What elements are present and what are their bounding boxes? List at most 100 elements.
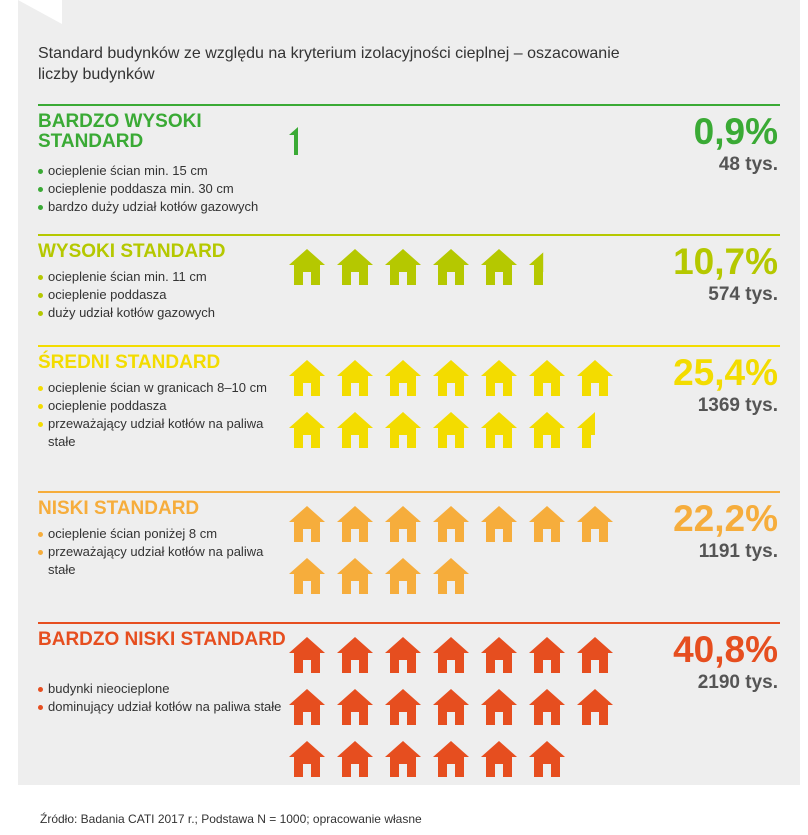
- house-icon: [385, 249, 421, 285]
- house-icon: [289, 360, 325, 396]
- house-icon: [385, 689, 421, 725]
- criteria-text: przeważający udział kotłów na paliwa sta…: [48, 544, 264, 577]
- house-icon: [433, 689, 469, 725]
- building-count: 574 tys.: [708, 284, 778, 305]
- bullet-dot-icon: [38, 205, 43, 210]
- house-icon: [529, 637, 565, 673]
- partial-house-icon: [529, 252, 544, 285]
- house-icon: [337, 689, 373, 725]
- house-icon: [289, 506, 325, 542]
- partial-house-icon: [289, 127, 298, 155]
- criteria-text: ocieplenie poddasza: [48, 287, 167, 302]
- section-divider: [38, 622, 780, 624]
- bullet-dot-icon: [38, 422, 43, 427]
- criteria-item: ocieplenie poddasza: [38, 397, 288, 415]
- percent-value: 25,4%: [673, 352, 778, 393]
- standard-name: BARDZO WYSOKI STANDARD: [38, 111, 202, 152]
- criteria-item: ocieplenie ścian poniżej 8 cm: [38, 525, 288, 543]
- bullet-dot-icon: [38, 550, 43, 555]
- standard-section: NISKI STANDARD ocieplenie ścian poniżej 8…: [38, 491, 780, 641]
- bullet-dot-icon: [38, 705, 43, 710]
- criteria-text: ocieplenie poddasza min. 30 cm: [48, 181, 234, 196]
- house-icon: [289, 637, 325, 673]
- percent-value: 10,7%: [673, 241, 778, 282]
- bullet-dot-icon: [38, 532, 43, 537]
- house-pictogram: [288, 247, 678, 447]
- criteria-text: bardzo duży udział kotłów gazowych: [48, 199, 259, 214]
- source-note: Źródło: Badania CATI 2017 r.; Podstawa N…: [40, 812, 422, 826]
- criteria-text: budynki nieocieplone: [48, 681, 170, 696]
- building-count: 2190 tys.: [697, 672, 778, 693]
- house-icon: [289, 741, 325, 777]
- standard-name: WYSOKI STANDARD: [38, 241, 226, 262]
- house-icon: [481, 360, 517, 396]
- bullet-dot-icon: [38, 293, 43, 298]
- standard-section: BARDZO NISKI STANDARD budynki nieocieplon…: [38, 622, 780, 777]
- criteria-item: bardzo duży udział kotłów gazowych: [38, 198, 288, 216]
- criteria-list: budynki nieocieplone dominujący udział ko…: [38, 680, 288, 716]
- section-divider: [38, 104, 780, 106]
- bullet-dot-icon: [38, 187, 43, 192]
- house-icon: [337, 558, 373, 594]
- house-icon: [385, 637, 421, 673]
- percent-value: 40,8%: [673, 629, 778, 670]
- house-icon: [385, 558, 421, 594]
- criteria-text: duży udział kotłów gazowych: [48, 305, 215, 320]
- bullet-dot-icon: [38, 687, 43, 692]
- standard-section: BARDZO WYSOKI STANDARD ocieplenie ścian m…: [38, 104, 780, 254]
- criteria-text: ocieplenie ścian min. 15 cm: [48, 163, 208, 178]
- criteria-item: ocieplenie ścian min. 11 cm: [38, 268, 288, 286]
- chart-title: Standard budynków ze względu na kryteriu…: [38, 45, 620, 83]
- section-divider: [38, 234, 780, 236]
- criteria-text: przeważający udział kotłów na paliwa sta…: [48, 416, 264, 449]
- house-icon: [481, 506, 517, 542]
- section-divider: [38, 491, 780, 493]
- criteria-item: duży udział kotłów gazowych: [38, 304, 288, 322]
- percent-value: 0,9%: [693, 111, 778, 152]
- house-pictogram: [288, 358, 678, 558]
- house-icon: [289, 249, 325, 285]
- house-icon: [385, 741, 421, 777]
- criteria-text: dominujący udział kotłów na paliwa stałe: [48, 699, 282, 714]
- partial-house-icon: [577, 412, 595, 448]
- house-icon: [481, 689, 517, 725]
- house-icon: [433, 506, 469, 542]
- house-icon: [529, 360, 565, 396]
- house-icon: [385, 360, 421, 396]
- house-icon: [337, 360, 373, 396]
- house-icon: [577, 360, 613, 396]
- house-icon: [481, 249, 517, 285]
- criteria-list: ocieplenie ścian poniżej 8 cm przeważając…: [38, 525, 288, 579]
- house-icon: [529, 741, 565, 777]
- house-icon: [337, 637, 373, 673]
- criteria-item: dominujący udział kotłów na paliwa stałe: [38, 698, 288, 716]
- criteria-text: ocieplenie ścian poniżej 8 cm: [48, 526, 218, 541]
- percent-value: 22,2%: [673, 498, 778, 539]
- criteria-item: ocieplenie ścian w granicach 8–10 cm: [38, 379, 288, 397]
- criteria-text: ocieplenie ścian w granicach 8–10 cm: [48, 380, 267, 395]
- house-icon: [289, 558, 325, 594]
- criteria-item: ocieplenie ścian min. 15 cm: [38, 162, 288, 180]
- house-icon: [433, 558, 469, 594]
- criteria-list: ocieplenie ścian min. 11 cm ocieplenie po…: [38, 268, 288, 322]
- house-icon: [385, 506, 421, 542]
- house-icon: [337, 412, 373, 448]
- house-icon: [577, 506, 613, 542]
- criteria-item: budynki nieocieplone: [38, 680, 288, 698]
- bullet-dot-icon: [38, 386, 43, 391]
- bullet-dot-icon: [38, 311, 43, 316]
- standard-name: ŚREDNI STANDARD: [38, 352, 221, 373]
- standard-section: ŚREDNI STANDARD ocieplenie ścian w granic…: [38, 345, 780, 495]
- house-icon: [433, 741, 469, 777]
- house-pictogram: [288, 635, 678, 835]
- house-icon: [433, 360, 469, 396]
- house-icon: [481, 412, 517, 448]
- house-icon: [433, 637, 469, 673]
- criteria-item: przeważający udział kotłów na paliwa sta…: [38, 415, 288, 451]
- house-pictogram: [288, 117, 678, 317]
- house-icon: [337, 249, 373, 285]
- house-icon: [577, 689, 613, 725]
- house-icon: [529, 412, 565, 448]
- building-count: 1191 tys.: [698, 541, 778, 562]
- bullet-dot-icon: [38, 275, 43, 280]
